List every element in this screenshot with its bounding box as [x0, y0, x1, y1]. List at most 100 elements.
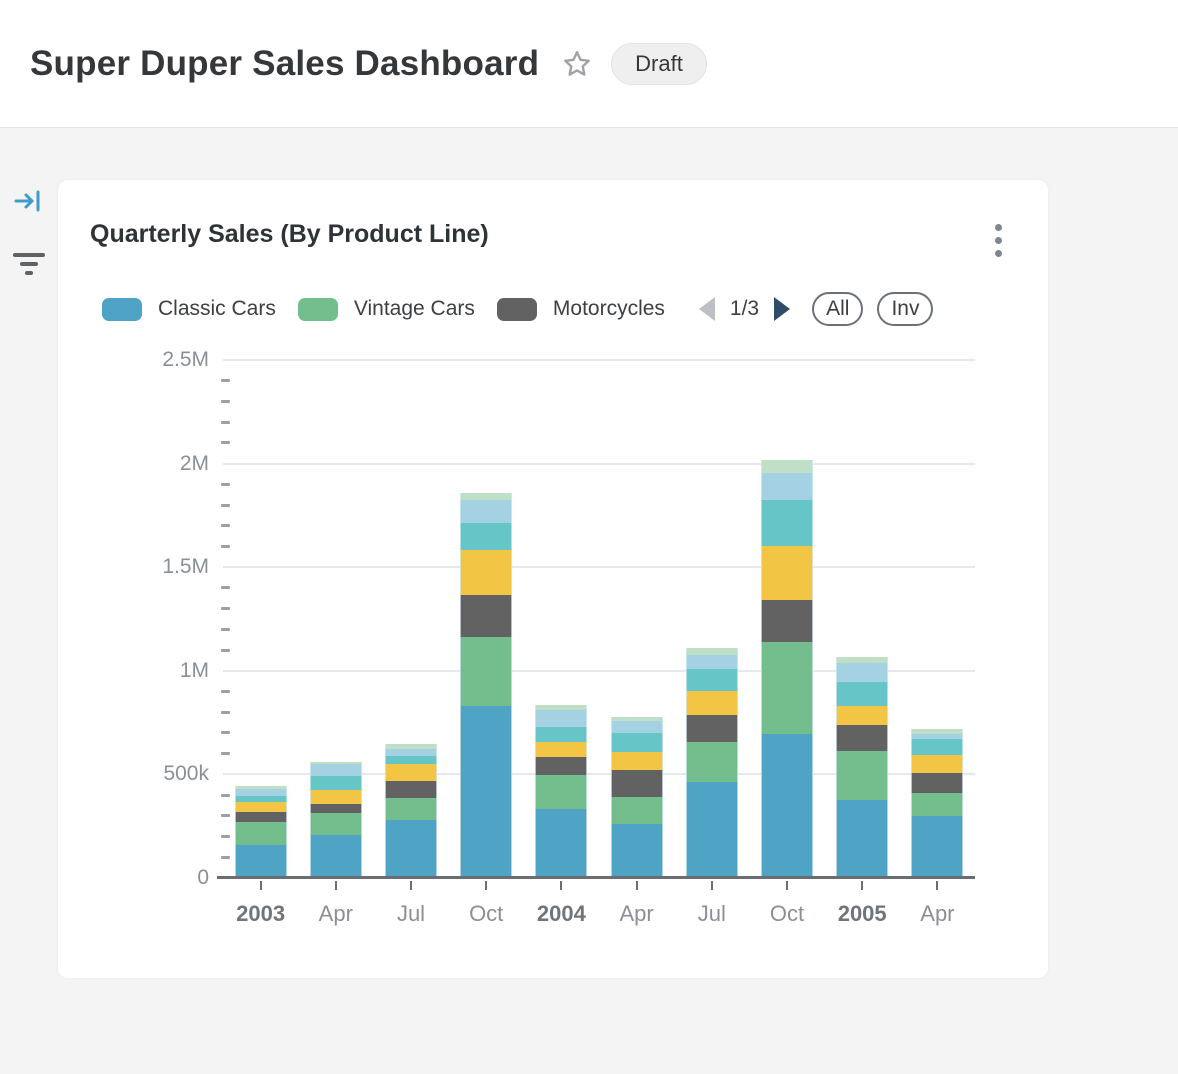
bar-segment-series-6[interactable]	[761, 460, 813, 473]
bar-segment-series-5[interactable]	[460, 499, 513, 524]
legend-all-button[interactable]: All	[812, 292, 864, 326]
gridline	[223, 669, 975, 672]
bar-segment-series-4[interactable]	[911, 738, 964, 755]
bar-column-0[interactable]	[234, 360, 287, 878]
bar-column-1[interactable]	[309, 360, 362, 878]
x-tick-label: 2004	[536, 901, 586, 926]
bar-segment-series-2[interactable]	[309, 804, 362, 813]
bar-segment-series-0[interactable]	[309, 835, 362, 878]
bar-segment-series-4[interactable]	[385, 755, 437, 764]
bar-segment-series-0[interactable]	[610, 823, 663, 878]
bar-segment-series-1[interactable]	[685, 742, 738, 783]
legend-item-vintage-cars[interactable]: Vintage Cars	[297, 297, 475, 321]
bar-segment-series-2[interactable]	[911, 772, 964, 794]
bar-segment-series-3[interactable]	[761, 546, 813, 600]
bar-segment-series-1[interactable]	[460, 636, 513, 707]
bar-segment-series-1[interactable]	[535, 775, 588, 809]
bar-segment-series-5[interactable]	[685, 654, 738, 669]
bar-segment-series-6[interactable]	[535, 704, 588, 710]
bar-segment-series-3[interactable]	[610, 752, 663, 770]
bar-segment-series-4[interactable]	[836, 682, 889, 707]
bar-column-5[interactable]	[610, 360, 663, 878]
bar-segment-series-2[interactable]	[836, 724, 889, 752]
bar-segment-series-6[interactable]	[385, 743, 437, 749]
favorite-star-button[interactable]	[561, 48, 593, 80]
bar-segment-series-0[interactable]	[535, 808, 588, 878]
bar-segment-series-3[interactable]	[685, 691, 738, 716]
x-tick-label: Jul	[396, 901, 426, 926]
bar-column-4[interactable]	[535, 360, 588, 878]
bar-segment-series-4[interactable]	[460, 523, 513, 550]
bar-segment-series-4[interactable]	[761, 500, 813, 547]
bar-segment-series-5[interactable]	[911, 733, 964, 739]
bar-segment-series-4[interactable]	[309, 775, 362, 791]
bar-segment-series-6[interactable]	[911, 728, 964, 734]
bar-segment-series-5[interactable]	[761, 472, 813, 501]
bar-segment-series-2[interactable]	[234, 811, 287, 822]
collapse-panel-icon	[14, 190, 40, 212]
collapse-panel-button[interactable]	[13, 186, 47, 221]
bar-column-7[interactable]	[761, 360, 813, 878]
bar-segment-series-2[interactable]	[610, 769, 663, 798]
bar-segment-series-3[interactable]	[535, 742, 588, 757]
legend-invert-button[interactable]: Inv	[877, 292, 934, 326]
y-minor-tick	[221, 814, 230, 818]
bar-segment-series-6[interactable]	[234, 786, 287, 789]
bar-segment-series-3[interactable]	[234, 801, 287, 812]
bar-segment-series-6[interactable]	[685, 648, 738, 655]
x-tick-label: 2005	[837, 901, 887, 926]
bar-segment-series-3[interactable]	[385, 763, 437, 782]
bar-segment-series-0[interactable]	[460, 706, 513, 878]
bar-column-8[interactable]	[836, 360, 889, 878]
bar-segment-series-5[interactable]	[535, 709, 588, 728]
bar-column-9[interactable]	[911, 360, 964, 878]
pager-next-icon[interactable]	[774, 297, 791, 321]
bar-segment-series-3[interactable]	[911, 754, 964, 773]
bar-segment-series-0[interactable]	[385, 820, 437, 878]
bar-segment-series-3[interactable]	[460, 549, 513, 596]
bar-segment-series-5[interactable]	[234, 788, 287, 797]
bar-segment-series-0[interactable]	[234, 844, 287, 878]
legend-item-motorcycles[interactable]: Motorcycles	[496, 297, 665, 321]
bar-segment-series-0[interactable]	[761, 733, 813, 878]
bar-segment-series-6[interactable]	[309, 761, 362, 765]
filter-button[interactable]	[13, 251, 47, 282]
bar-segment-series-2[interactable]	[761, 599, 813, 642]
bar-segment-series-1[interactable]	[385, 798, 437, 821]
y-minor-tick	[221, 482, 230, 486]
y-minor-tick	[221, 690, 230, 694]
bar-segment-series-1[interactable]	[761, 642, 813, 734]
legend-item-classic-cars[interactable]: Classic Cars	[102, 297, 276, 321]
bar-segment-series-2[interactable]	[685, 715, 738, 743]
bar-segment-series-2[interactable]	[535, 757, 588, 776]
bar-segment-series-2[interactable]	[460, 595, 513, 637]
bar-segment-series-1[interactable]	[911, 793, 964, 817]
bar-segment-series-5[interactable]	[610, 721, 663, 734]
bar-segment-series-0[interactable]	[911, 816, 964, 878]
bar-segment-series-1[interactable]	[836, 751, 889, 800]
bar-segment-series-4[interactable]	[535, 727, 588, 743]
bar-segment-series-3[interactable]	[836, 706, 889, 725]
bar-segment-series-2[interactable]	[385, 781, 437, 799]
bar-column-2[interactable]	[385, 360, 437, 878]
bar-segment-series-6[interactable]	[610, 717, 663, 722]
pager-prev-icon[interactable]	[698, 297, 715, 321]
bar-segment-series-1[interactable]	[234, 821, 287, 845]
bar-segment-series-4[interactable]	[610, 733, 663, 753]
bar-segment-series-5[interactable]	[309, 764, 362, 776]
bar-segment-series-0[interactable]	[685, 782, 738, 878]
bar-segment-series-6[interactable]	[836, 656, 889, 664]
bar-segment-series-4[interactable]	[685, 668, 738, 692]
bar-segment-series-5[interactable]	[836, 663, 889, 683]
card-menu-button[interactable]	[987, 220, 1010, 261]
bar-segment-series-1[interactable]	[610, 797, 663, 824]
bar-segment-series-1[interactable]	[309, 812, 362, 836]
bar-column-6[interactable]	[685, 360, 738, 878]
bar-segment-series-3[interactable]	[309, 790, 362, 805]
bar-column-3[interactable]	[460, 360, 513, 878]
bar-segment-series-4[interactable]	[234, 796, 287, 802]
y-tick-label: 0	[197, 866, 209, 889]
bar-segment-series-0[interactable]	[836, 799, 889, 878]
bar-segment-series-6[interactable]	[460, 492, 513, 500]
bar-segment-series-5[interactable]	[385, 748, 437, 756]
